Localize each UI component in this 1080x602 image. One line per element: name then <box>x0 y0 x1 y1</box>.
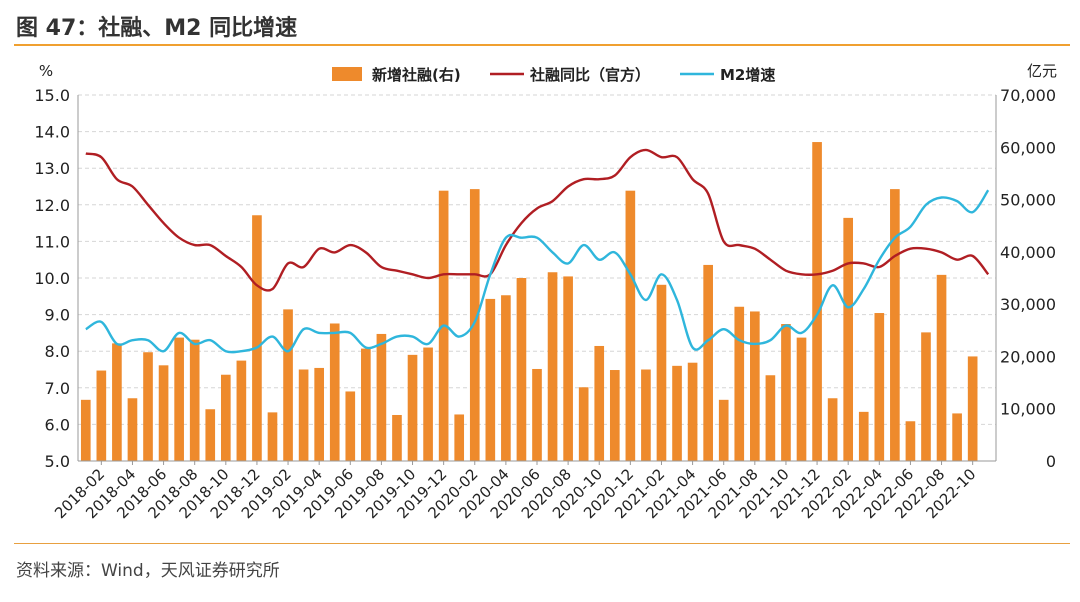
bar <box>267 412 278 461</box>
left-tick-label: 15.0 <box>34 86 70 105</box>
bar <box>220 374 231 461</box>
bar <box>189 339 200 461</box>
bar <box>734 306 745 461</box>
bar <box>392 414 402 461</box>
legend-label: 社融同比（官方） <box>529 66 650 84</box>
legend-label: 新增社融(右) <box>372 66 461 84</box>
bar <box>641 369 651 461</box>
bar <box>454 414 465 461</box>
bar <box>236 360 247 461</box>
bar <box>827 398 838 461</box>
bar <box>563 276 573 461</box>
line-m2-growth <box>85 189 990 354</box>
bar <box>718 399 729 461</box>
bar <box>329 323 340 461</box>
gridlines <box>78 94 996 425</box>
bar <box>501 295 511 461</box>
bar <box>407 354 418 461</box>
left-tick-label: 5.0 <box>45 452 70 471</box>
bar <box>283 309 293 461</box>
bar <box>858 411 869 461</box>
left-axis-unit: % <box>39 62 53 80</box>
right-tick-label: 0 <box>1046 452 1056 471</box>
bar <box>921 332 931 461</box>
bar <box>796 337 807 461</box>
bar <box>158 365 169 461</box>
right-tick-label: 70,000 <box>1000 86 1056 105</box>
bar <box>127 398 138 461</box>
bar <box>843 217 854 461</box>
bar <box>874 313 885 461</box>
source-note: 资料来源：Wind，天风证券研究所 <box>16 561 280 581</box>
bar <box>703 264 713 461</box>
bar <box>252 215 262 461</box>
bar <box>314 367 324 461</box>
bar <box>936 274 947 461</box>
bar <box>112 343 122 461</box>
bar <box>952 413 962 461</box>
bar <box>890 189 900 461</box>
bar <box>532 368 542 461</box>
bar <box>143 352 153 461</box>
left-tick-label: 13.0 <box>34 159 70 178</box>
legend: 新增社融(右) 社融同比（官方） M2增速 <box>332 66 775 84</box>
left-tick-label: 7.0 <box>45 379 70 398</box>
right-axis-unit: 亿元 <box>1027 62 1057 80</box>
bar <box>687 362 698 461</box>
left-tick-label: 11.0 <box>34 232 70 251</box>
bar <box>905 421 916 461</box>
right-tick-label: 20,000 <box>1000 347 1056 366</box>
bar <box>96 370 107 461</box>
left-tick-label: 8.0 <box>45 342 70 361</box>
bar <box>205 409 216 461</box>
bar <box>485 298 496 461</box>
legend-label: M2增速 <box>720 66 775 84</box>
bar <box>781 324 791 461</box>
bar <box>609 370 620 461</box>
bar <box>594 345 605 461</box>
line-sf-yoy <box>85 148 990 292</box>
bar <box>516 278 527 461</box>
bar <box>174 337 184 461</box>
footer-rule <box>14 543 1070 544</box>
chart: 5.0 6.0 7.0 8.0 9.0 10.0 11.0 12.0 13.0 14.0 15.0 0… <box>34 62 1057 522</box>
left-tick-label: 10.0 <box>34 269 70 288</box>
bar <box>345 391 356 461</box>
left-tick-label: 14.0 <box>34 123 70 142</box>
bar <box>656 284 667 461</box>
bar <box>376 333 387 461</box>
bar <box>625 190 636 461</box>
legend-swatch-bar <box>332 67 362 81</box>
right-tick-label: 50,000 <box>1000 191 1056 210</box>
bar <box>967 356 978 461</box>
right-tick-label: 30,000 <box>1000 295 1056 314</box>
figure-title: 图 47：社融、M2 同比增速 <box>16 16 298 41</box>
right-tick-label: 60,000 <box>1000 138 1056 157</box>
left-tick-label: 9.0 <box>45 306 70 325</box>
bar <box>298 369 309 461</box>
bar-series <box>80 142 978 462</box>
bar <box>812 142 822 462</box>
bar <box>423 347 433 461</box>
left-tick-label: 12.0 <box>34 196 70 215</box>
axes: 5.0 6.0 7.0 8.0 9.0 10.0 11.0 12.0 13.0 14.0 15.0 0… <box>34 62 1057 522</box>
bar <box>672 365 682 461</box>
right-tick-label: 40,000 <box>1000 243 1056 262</box>
bar <box>750 311 760 461</box>
bar <box>547 272 558 461</box>
bar <box>578 387 589 461</box>
left-tick-label: 6.0 <box>45 415 70 434</box>
bar <box>361 348 371 461</box>
line-series <box>85 148 990 354</box>
bar <box>765 375 776 461</box>
right-tick-label: 10,000 <box>1000 400 1056 419</box>
bar <box>80 399 91 461</box>
title-rule <box>14 44 1070 46</box>
bar <box>469 189 480 461</box>
